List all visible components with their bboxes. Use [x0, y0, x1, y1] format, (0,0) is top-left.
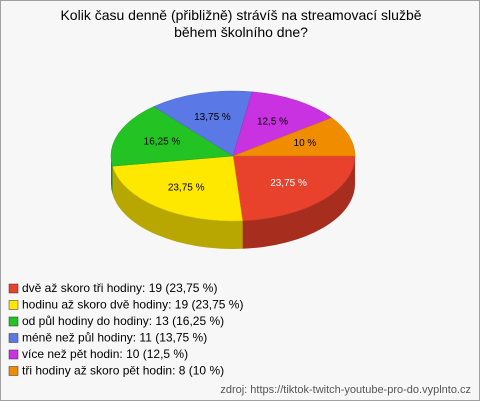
- slice: [232, 155, 356, 222]
- data-label: 12,5 %: [257, 116, 288, 127]
- data-label: 23,75 %: [168, 182, 205, 193]
- legend-swatch: [8, 283, 19, 294]
- slice: [110, 106, 234, 167]
- legend-swatch: [8, 316, 19, 327]
- slice: [232, 91, 333, 157]
- slice-side: [242, 156, 355, 249]
- legend-swatch: [8, 300, 19, 310]
- legend-swatch: [8, 366, 19, 376]
- legend-swatch: [8, 349, 19, 360]
- legend-label: od půl hodiny do hodiny: 13 (16,25 %): [22, 314, 224, 328]
- slice: [232, 117, 356, 157]
- slice: [153, 90, 253, 157]
- data-label: 13,75 %: [194, 112, 231, 123]
- data-label: 16,25 %: [144, 137, 181, 148]
- legend-label: hodinu až skoro dvě hodiny: 19 (23,75 %): [22, 298, 243, 312]
- chart-title: Kolik času denně (přibližně) strávíš na …: [60, 7, 422, 40]
- data-label: 23,75 %: [270, 178, 307, 189]
- legend-label: méně než půl hodiny: 11 (13,75 %): [22, 331, 207, 345]
- legend-label: dvě až skoro tři hodiny: 19 (23,75 %): [22, 281, 217, 295]
- source: zdroj: https://tiktok-twitch-youtube-pro…: [220, 384, 471, 396]
- legend-swatch: [8, 333, 19, 343]
- legend-label: více než pět hodin: 10 (12,5 %): [22, 347, 188, 361]
- data-label: 10 %: [294, 138, 317, 149]
- slice: [112, 155, 243, 222]
- slice-side: [112, 166, 243, 249]
- legend-label: tři hodiny až skoro pět hodin: 8 (10 %): [22, 364, 224, 378]
